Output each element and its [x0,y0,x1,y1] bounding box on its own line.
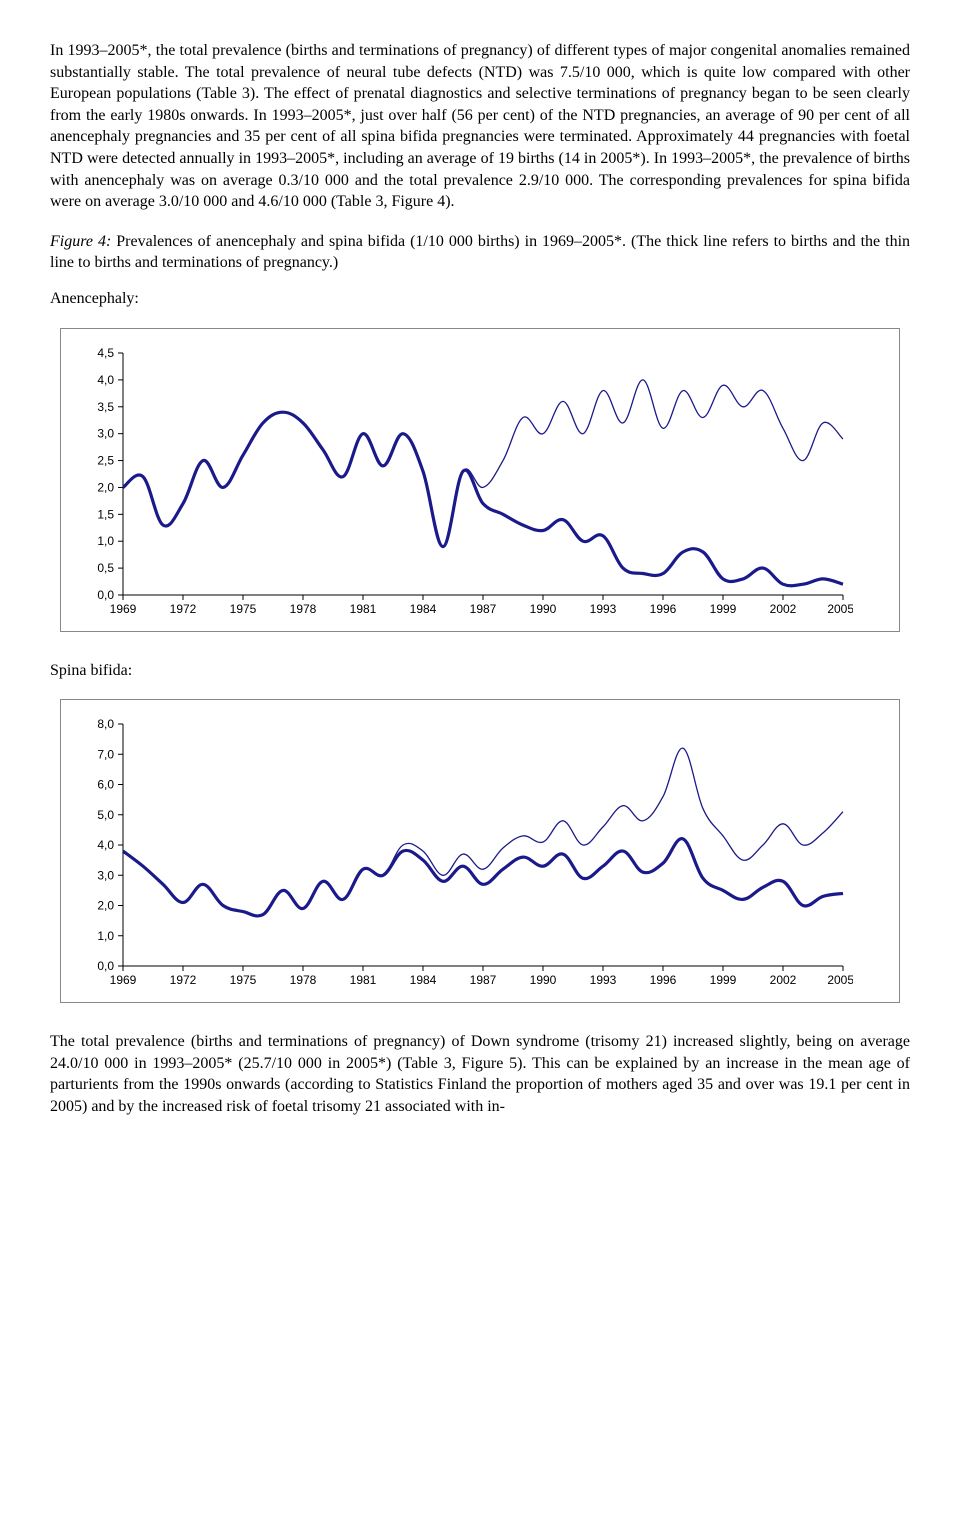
chart-2-title: Spina bifida: [50,660,910,682]
chart-1-title: Anencephaly: [50,288,910,310]
svg-text:1978: 1978 [290,973,317,987]
svg-text:1972: 1972 [170,602,197,616]
svg-text:4,5: 4,5 [97,346,114,360]
svg-text:1999: 1999 [710,973,737,987]
svg-text:4,0: 4,0 [97,372,114,386]
svg-text:1987: 1987 [470,602,497,616]
svg-text:2002: 2002 [770,602,797,616]
svg-text:3,0: 3,0 [97,868,114,882]
svg-text:0,0: 0,0 [97,959,114,973]
svg-text:2005*: 2005* [827,602,853,616]
svg-text:1990: 1990 [530,973,557,987]
svg-text:1978: 1978 [290,602,317,616]
svg-text:2002: 2002 [770,973,797,987]
chart-anencephaly-svg: 0,0 0,5 1,0 1,5 2,0 2,5 3,0 3,5 4,0 4,5 1969 1972 19… [73,343,853,623]
svg-text:1996: 1996 [650,602,677,616]
svg-text:1975: 1975 [230,973,257,987]
svg-text:6,0: 6,0 [97,778,114,792]
paragraph-1: In 1993–2005*, the total prevalence (bir… [50,40,910,213]
svg-text:1981: 1981 [350,602,377,616]
svg-text:1996: 1996 [650,973,677,987]
figure-4-text: Prevalences of anencephaly and spina bif… [50,233,910,272]
svg-text:1,0: 1,0 [97,929,114,943]
svg-text:2,0: 2,0 [97,899,114,913]
svg-text:1987: 1987 [470,973,497,987]
svg-text:7,0: 7,0 [97,747,114,761]
svg-text:3,0: 3,0 [97,426,114,440]
svg-text:2,0: 2,0 [97,480,114,494]
svg-text:1993: 1993 [590,602,617,616]
svg-text:0,0: 0,0 [97,588,114,602]
svg-text:1999: 1999 [710,602,737,616]
svg-text:1990: 1990 [530,602,557,616]
svg-text:5,0: 5,0 [97,808,114,822]
chart-spina-bifida: 0,0 1,0 2,0 3,0 4,0 5,0 6,0 7,0 8,0 1969 1972 1975 1… [60,699,900,1003]
figure-4-label: Figure 4: [50,233,111,250]
svg-text:1981: 1981 [350,973,377,987]
svg-text:3,5: 3,5 [97,399,114,413]
svg-text:1969: 1969 [110,973,137,987]
svg-text:8,0: 8,0 [97,717,114,731]
svg-text:2005*: 2005* [827,973,853,987]
svg-text:1993: 1993 [590,973,617,987]
svg-text:1969: 1969 [110,602,137,616]
svg-text:4,0: 4,0 [97,838,114,852]
svg-text:1984: 1984 [410,973,437,987]
chart-anencephaly: 0,0 0,5 1,0 1,5 2,0 2,5 3,0 3,5 4,0 4,5 1969 1972 19… [60,328,900,632]
svg-text:2,5: 2,5 [97,453,114,467]
svg-text:1,5: 1,5 [97,507,114,521]
svg-text:1,0: 1,0 [97,534,114,548]
paragraph-2: The total prevalence (births and termina… [50,1031,910,1117]
svg-text:1975: 1975 [230,602,257,616]
figure-4-caption: Figure 4: Prevalences of anencephaly and… [50,231,910,274]
svg-text:1972: 1972 [170,973,197,987]
chart-spina-bifida-svg: 0,0 1,0 2,0 3,0 4,0 5,0 6,0 7,0 8,0 1969 1972 1975 1… [73,714,853,994]
svg-text:1984: 1984 [410,602,437,616]
svg-text:0,5: 0,5 [97,561,114,575]
